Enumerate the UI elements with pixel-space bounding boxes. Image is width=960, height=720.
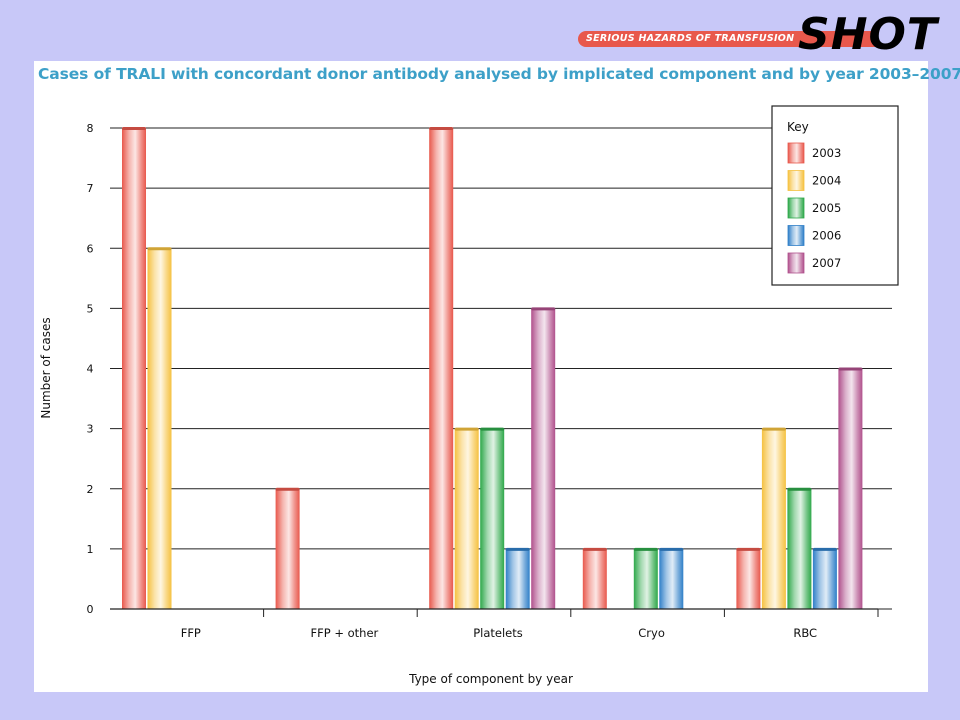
- y-tick-label: 5: [87, 302, 94, 315]
- bar-cap: [454, 427, 479, 431]
- legend-label-2005: 2005: [812, 201, 841, 215]
- y-tick-label: 3: [87, 423, 94, 436]
- bar-cap: [659, 547, 684, 551]
- chart-panel: Cases of TRALI with concordant donor ant…: [34, 61, 960, 692]
- bar-ffp-2003: [122, 128, 146, 609]
- x-tick-label: FFP: [181, 626, 201, 640]
- y-tick-label: 4: [87, 363, 94, 376]
- legend-swatch-2005: [787, 197, 805, 219]
- bar-cryo-2006: [659, 548, 684, 609]
- bar-rbc-2004: [761, 428, 786, 609]
- bar-cap: [812, 547, 837, 551]
- x-tick-label: FFP + other: [311, 626, 379, 640]
- bar-platelets-2004: [454, 428, 479, 609]
- y-tick-label: 0: [87, 603, 94, 616]
- y-tick-label: 8: [87, 122, 94, 135]
- logo-banner: [578, 31, 878, 47]
- bar-rbc-2007: [838, 368, 863, 609]
- bar-cap: [480, 427, 505, 431]
- bar-cap: [147, 247, 172, 251]
- bar-cap: [761, 427, 786, 431]
- logo-wordmark: SHOT: [798, 9, 938, 60]
- x-tick-label: RBC: [793, 626, 817, 640]
- bar-cap: [582, 547, 607, 551]
- legend-label-2006: 2006: [812, 229, 841, 243]
- bar-cap: [633, 547, 658, 551]
- bar-ffp-other-2003: [275, 488, 300, 609]
- legend-swatch-2007: [787, 252, 805, 274]
- bar-cryo-2003: [582, 548, 607, 609]
- chart-title: Cases of TRALI with concordant donor ant…: [38, 65, 960, 83]
- bar-cap: [838, 367, 863, 371]
- x-tick-label: Cryo: [638, 626, 665, 640]
- bar-cap: [736, 547, 761, 551]
- y-axis-label: Number of cases: [39, 317, 53, 418]
- y-tick-label: 7: [87, 182, 94, 195]
- bar-cryo-2005: [633, 548, 658, 609]
- bar-cap: [787, 487, 812, 491]
- bar-rbc-2005: [787, 488, 812, 609]
- legend-swatch-2004: [787, 170, 805, 191]
- y-tick-label: 6: [87, 242, 94, 255]
- legend-swatch-2003: [787, 142, 805, 164]
- bar-platelets-2007: [531, 308, 556, 609]
- shot-logo: SERIOUS HAZARDS OF TRANSFUSION SHOT: [570, 8, 950, 60]
- bar-platelets-2006: [505, 548, 530, 609]
- bar-cap: [275, 487, 300, 491]
- bar-ffp-2004: [147, 248, 172, 609]
- x-axis-label: Type of component by year: [408, 672, 573, 686]
- bar-cap: [531, 307, 556, 311]
- y-tick-label: 1: [87, 543, 94, 556]
- bar-platelets-2005: [480, 428, 505, 609]
- bar-cap: [122, 127, 146, 130]
- bar-rbc-2003: [736, 548, 761, 609]
- legend-swatch-2006: [787, 225, 805, 246]
- y-tick-label: 2: [87, 483, 94, 496]
- bar-cap: [505, 547, 530, 551]
- logo-tagline: SERIOUS HAZARDS OF TRANSFUSION: [586, 33, 795, 44]
- bar-cap: [429, 127, 454, 130]
- legend-label-2007: 2007: [812, 256, 841, 270]
- legend-title: Key: [787, 120, 809, 134]
- bar-platelets-2003: [429, 128, 454, 609]
- legend-label-2003: 2003: [812, 146, 841, 160]
- bar-rbc-2006: [812, 548, 837, 609]
- x-tick-label: Platelets: [473, 626, 523, 640]
- legend-label-2004: 2004: [812, 174, 841, 188]
